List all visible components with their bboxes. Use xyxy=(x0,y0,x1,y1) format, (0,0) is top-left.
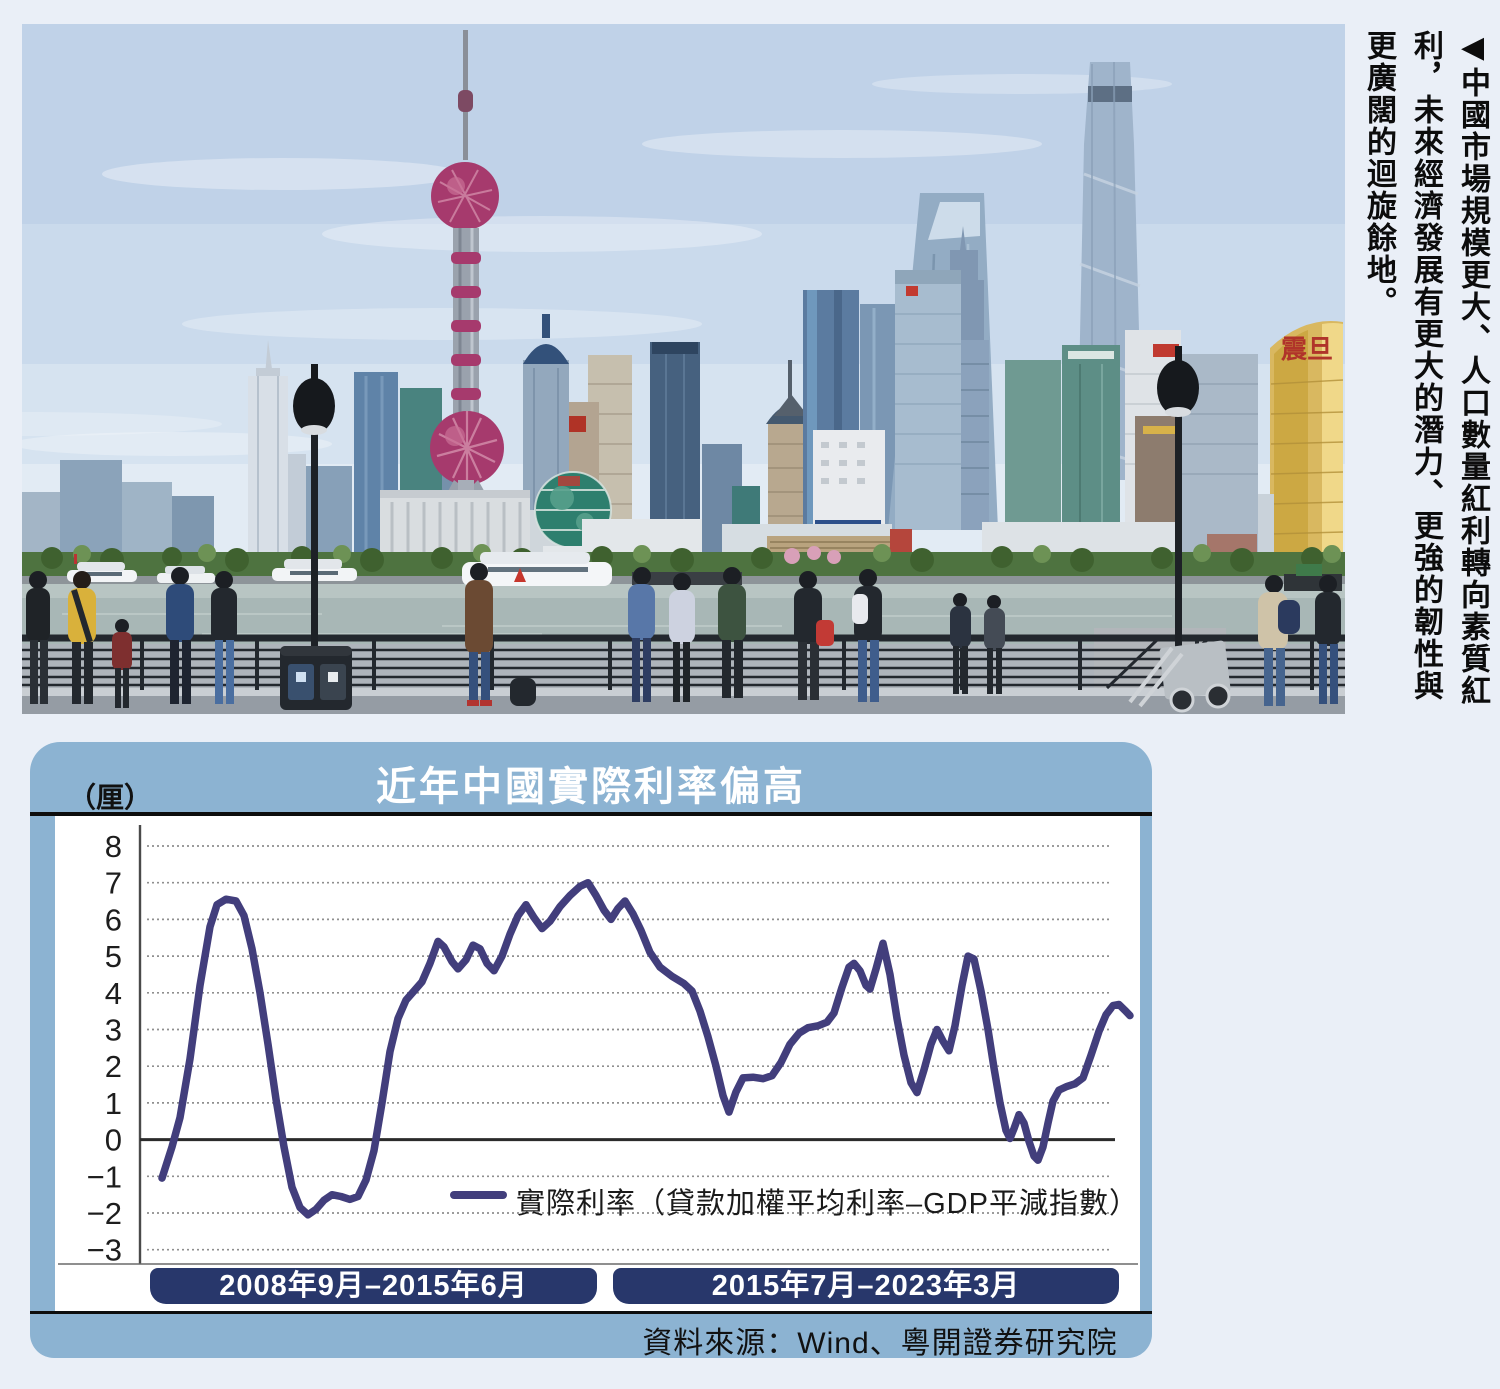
cruise-boat xyxy=(462,552,612,586)
shaft-bands xyxy=(451,252,481,400)
svg-text:0: 0 xyxy=(105,1123,122,1158)
svg-text:7: 7 xyxy=(105,866,122,901)
data-source: 資料來源：Wind、粵開證券研究院 xyxy=(642,1327,1118,1360)
pedestrian xyxy=(950,593,971,694)
bund-skyline-photo: 震旦 xyxy=(22,24,1345,714)
x-axis-period-2: 2015年7月–2023年3月 xyxy=(613,1268,1119,1304)
pedestrian xyxy=(26,571,50,704)
legend-line-swatch xyxy=(450,1191,507,1199)
red-bag xyxy=(816,620,834,646)
svg-text:5: 5 xyxy=(105,939,122,974)
svg-text:−1: −1 xyxy=(87,1159,122,1194)
divider-line xyxy=(30,1311,1152,1314)
svg-text:4: 4 xyxy=(105,976,122,1011)
pedestrian xyxy=(794,571,834,700)
legend-label: 實際利率（貸款加權平均利率–GDP平減指數） xyxy=(516,1188,1139,1220)
svg-text:3: 3 xyxy=(105,1013,122,1048)
pedestrian-child xyxy=(112,619,132,708)
oriental-pearl-tower xyxy=(420,30,514,544)
pedestrian xyxy=(1315,575,1341,704)
pedestrian xyxy=(68,571,96,704)
svg-text:2: 2 xyxy=(105,1049,122,1084)
chart-title: 近年中國實際利率偏高 xyxy=(376,765,806,809)
pedestrian xyxy=(984,595,1005,694)
backpack-on-ground xyxy=(510,678,536,706)
pedestrian xyxy=(718,567,746,698)
white-backpack xyxy=(852,594,868,624)
x-axis-period-1: 2008年9月–2015年6月 xyxy=(150,1268,597,1304)
street-lamp xyxy=(293,364,335,710)
pedestrian xyxy=(628,567,655,702)
cleaning-cart xyxy=(1128,640,1231,713)
pedestrians xyxy=(26,563,1341,708)
navy-backpack xyxy=(1278,600,1300,634)
interest-rate-chart-panel: 近年中國實際利率偏高 （厘） 8 7 6 5 4 3 2 1 0 −1 −2 −3 實際利率（貸款加權… xyxy=(30,742,1152,1360)
pedestrian xyxy=(852,569,882,702)
mirae-sign xyxy=(1068,351,1114,359)
photo-caption-vertical: ◀中國市場規模更大、人口數量紅利轉向素質紅利，未來經濟發展有更大的潛力、更強的韌… xyxy=(1362,30,1489,707)
pedestrian xyxy=(211,571,237,704)
pedestrian xyxy=(669,573,695,702)
svg-text:8: 8 xyxy=(105,829,122,864)
pedestrian xyxy=(1258,575,1300,706)
white-spire-tower xyxy=(248,340,306,566)
blossoms xyxy=(784,546,841,564)
trash-bin xyxy=(280,646,352,710)
aurora-sign-text: 震旦 xyxy=(1281,334,1333,364)
divider-line xyxy=(30,812,1152,816)
svg-text:−3: −3 xyxy=(87,1233,122,1268)
buoy xyxy=(514,568,526,582)
svg-text:−2: −2 xyxy=(87,1196,122,1231)
bank-logo xyxy=(906,286,918,296)
pedestrian xyxy=(166,567,194,704)
svg-text:6: 6 xyxy=(105,902,122,937)
pedestrian xyxy=(465,563,493,706)
hsbc-tower xyxy=(895,270,961,530)
riverside-buildings xyxy=(380,471,1257,560)
chart-unit-label: （厘） xyxy=(68,782,153,813)
boats xyxy=(67,552,1342,591)
aurora-building: 震旦 xyxy=(1270,321,1344,558)
svg-text:1: 1 xyxy=(105,1086,122,1121)
swfc-aperture xyxy=(928,202,980,240)
street-lamp xyxy=(1157,346,1199,710)
